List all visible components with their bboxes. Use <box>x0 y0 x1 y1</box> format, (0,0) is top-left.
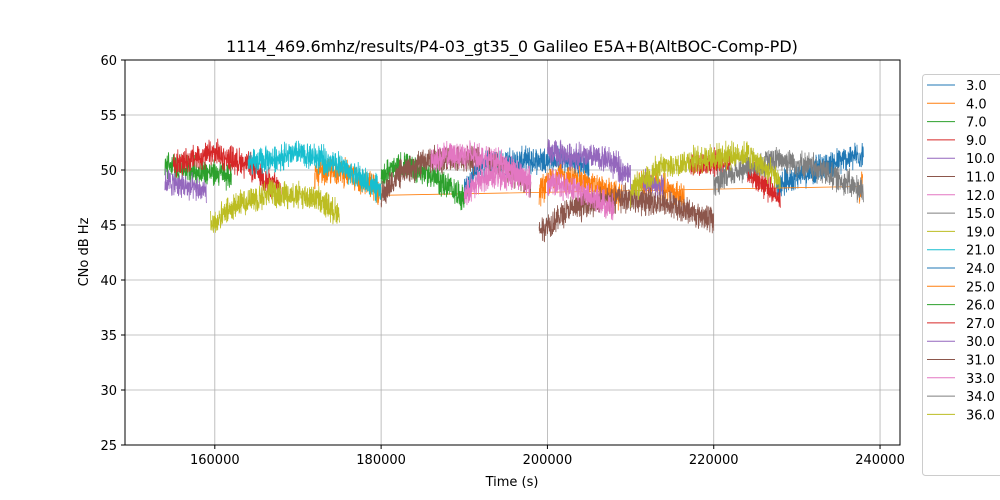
legend-item: 4.0 <box>927 97 987 112</box>
legend-label: 12.0 <box>966 189 995 204</box>
legend-label: 10.0 <box>966 152 995 167</box>
x-tick-label: 160000 <box>190 453 240 468</box>
legend-item: 34.0 <box>927 390 995 405</box>
y-tick-label: 55 <box>100 109 117 124</box>
legend-item: 30.0 <box>927 335 995 350</box>
legend-box <box>922 74 1000 476</box>
series-12.0 <box>430 140 615 221</box>
legend-item: 36.0 <box>927 408 995 423</box>
legend-label: 24.0 <box>966 262 995 277</box>
legend-item: 24.0 <box>927 262 995 277</box>
y-axis-label: CNo dB Hz <box>77 217 92 286</box>
plot-area <box>164 138 864 243</box>
series-trace <box>380 152 465 211</box>
legend-label: 33.0 <box>966 372 995 387</box>
legend-label: 30.0 <box>966 335 995 350</box>
chart-title: 1114_469.6mhz/results/P4-03_gt35_0 Galil… <box>226 37 798 57</box>
series-trace <box>630 140 781 208</box>
ticks: 160000 180000 200000 220000 240000 25 30 35 40 45… <box>100 54 904 468</box>
legend-label: 3.0 <box>966 79 987 94</box>
series-7.0 <box>164 152 465 211</box>
series-trace <box>164 168 207 204</box>
series-trace <box>210 177 340 233</box>
legend-item: 21.0 <box>927 244 995 259</box>
x-tick-label: 200000 <box>523 453 573 468</box>
legend-item: 10.0 <box>927 152 995 167</box>
legend-item: 11.0 <box>927 171 995 186</box>
series-trace <box>538 182 715 243</box>
x-tick-label: 220000 <box>689 453 739 468</box>
x-axis-label: Time (s) <box>485 475 539 490</box>
legend-item: 19.0 <box>927 225 995 240</box>
legend-item: 3.0 <box>927 79 987 94</box>
series-trace <box>172 138 282 202</box>
legend-item: 12.0 <box>927 189 995 204</box>
legend-label: 7.0 <box>966 116 987 131</box>
legend-item: 7.0 <box>927 116 987 131</box>
legend-label: 34.0 <box>966 390 995 405</box>
series-15.0 <box>713 146 864 203</box>
y-tick-label: 35 <box>100 329 117 344</box>
series-trace <box>247 140 382 203</box>
legend-label: 36.0 <box>966 408 995 423</box>
y-tick-label: 40 <box>100 274 117 289</box>
series-trace <box>463 159 532 206</box>
legend: 3.0 4.0 7.0 9.0 10.0 11.0 12.0 15.0 19.0 21.0 24.0… <box>922 74 1000 476</box>
legend-item: 27.0 <box>927 317 995 332</box>
legend-label: 9.0 <box>966 134 987 149</box>
y-tick-label: 50 <box>100 164 117 179</box>
series-19.0 <box>210 140 781 233</box>
y-tick-label: 60 <box>100 54 117 69</box>
series-trace <box>775 142 864 197</box>
legend-item: 9.0 <box>927 134 987 149</box>
legend-item: 33.0 <box>927 372 995 387</box>
series-21.0 <box>247 140 382 203</box>
legend-label: 26.0 <box>966 299 995 314</box>
legend-label: 19.0 <box>966 225 995 240</box>
y-tick-label: 30 <box>100 384 117 399</box>
legend-label: 4.0 <box>966 97 987 112</box>
legend-item: 31.0 <box>927 354 995 369</box>
legend-label: 25.0 <box>966 280 995 295</box>
grid <box>125 59 900 446</box>
x-tick-label: 180000 <box>356 453 406 468</box>
y-tick-label: 25 <box>100 439 117 454</box>
legend-item: 15.0 <box>927 207 995 222</box>
series-trace <box>713 146 864 203</box>
x-tick-label: 240000 <box>855 453 905 468</box>
legend-label: 15.0 <box>966 207 995 222</box>
series-trace <box>547 139 631 190</box>
legend-label: 21.0 <box>966 244 995 259</box>
legend-label: 11.0 <box>966 171 995 186</box>
y-tick-label: 45 <box>100 219 117 234</box>
axes-frame <box>124 59 901 446</box>
legend-item: 26.0 <box>927 299 995 314</box>
legend-label: 27.0 <box>966 317 995 332</box>
series-trace <box>164 152 232 191</box>
series-trace <box>547 168 615 221</box>
legend-item: 25.0 <box>927 280 995 295</box>
legend-label: 31.0 <box>966 354 995 369</box>
